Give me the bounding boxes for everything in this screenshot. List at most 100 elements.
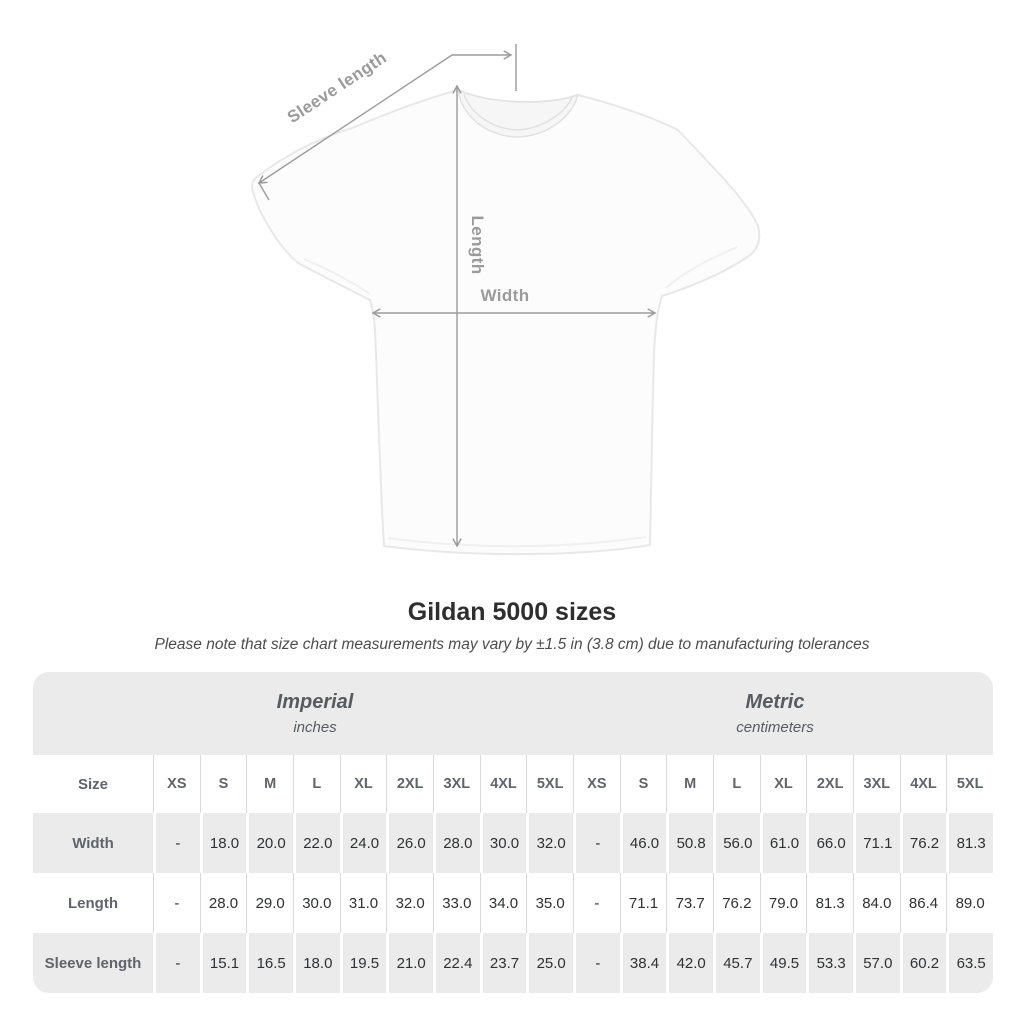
width-row: Width -18.0 20.0 22.0 24.0 26.0 28.0 30.0 32.0-4… [33, 813, 993, 873]
size-cell-imperial-5xl: 5XL [526, 755, 573, 813]
width-metric-xs: - [573, 813, 620, 873]
width-metric-2xl: 66.0 [806, 813, 853, 873]
width-imperial-xl: 24.0 [339, 813, 387, 873]
tshirt-right-sleeve-stitch [665, 246, 738, 289]
width-imperial-2xl: 26.0 [386, 813, 433, 873]
length-label: Length [468, 215, 487, 274]
metric-section-header: Metric centimeters [565, 672, 985, 755]
size-cell-imperial-xs: XS [153, 755, 200, 813]
sleeve-length-metric-3xl: 57.0 [853, 933, 900, 993]
sleeve-length-imperial-l: 18.0 [293, 933, 340, 993]
size-cell-imperial-m: M [246, 755, 293, 813]
sleeve-length-imperial-s: 15.1 [199, 933, 247, 993]
sleeve-length-metric-l: 45.7 [713, 933, 760, 993]
tshirt-outline [251, 89, 761, 556]
width-metric-3xl: 71.1 [853, 813, 900, 873]
width-row-label: Width [72, 834, 114, 852]
tshirt-left-sleeve-stitch [303, 258, 371, 295]
length-metric-l: 76.2 [713, 873, 760, 933]
length-imperial-5xl: 35.0 [526, 873, 573, 933]
imperial-section-header: Imperial inches [45, 672, 585, 755]
sleeve-length-label: Sleeve length [284, 48, 390, 127]
sleeve-length-imperial-xs: - [153, 933, 200, 993]
size-cell-imperial-4xl: 4XL [479, 755, 527, 813]
width-metric-xl: 61.0 [759, 813, 807, 873]
tolerance-note: Please note that size chart measurements… [154, 636, 870, 653]
length-metric-xl: 79.0 [759, 873, 807, 933]
tshirt-hem-stitch [387, 536, 647, 548]
width-label: Width [480, 286, 529, 305]
width-metric-s: 46.0 [619, 813, 667, 873]
width-metric-4xl: 76.2 [899, 813, 947, 873]
sleeve-length-extension-line [258, 182, 270, 201]
length-row: Length -28.0 29.0 30.0 31.0 32.0 33.0 34.0 35.0-… [33, 873, 993, 933]
sleeve-length-metric-xs: - [573, 933, 620, 993]
metric-unit-label: centimeters [736, 719, 814, 736]
sleeve-length-metric-5xl: 63.5 [946, 933, 993, 993]
length-imperial-l: 30.0 [293, 873, 340, 933]
length-metric-5xl: 89.0 [946, 873, 993, 933]
length-imperial-2xl: 32.0 [386, 873, 433, 933]
imperial-label: Imperial [276, 691, 354, 713]
size-cell-imperial-l: L [293, 755, 340, 813]
metric-label: Metric [745, 691, 805, 713]
length-imperial-3xl: 33.0 [433, 873, 480, 933]
length-row-label: Length [68, 894, 118, 912]
width-metric-l: 56.0 [713, 813, 760, 873]
imperial-unit-label: inches [293, 719, 337, 736]
width-imperial-s: 18.0 [199, 813, 247, 873]
sleeve-length-metric-xl: 49.5 [759, 933, 807, 993]
width-imperial-5xl: 32.0 [526, 813, 573, 873]
sleeve-length-imperial-5xl: 25.0 [526, 933, 573, 993]
length-metric-2xl: 81.3 [806, 873, 853, 933]
size-cell-metric-2xl: 2XL [806, 755, 853, 813]
width-imperial-l: 22.0 [293, 813, 340, 873]
size-cell-metric-xl: XL [759, 755, 807, 813]
width-metric-m: 50.8 [666, 813, 713, 873]
size-cell-imperial-xl: XL [339, 755, 387, 813]
length-metric-4xl: 86.4 [899, 873, 947, 933]
width-imperial-4xl: 30.0 [479, 813, 527, 873]
sleeve-length-imperial-xl: 19.5 [339, 933, 387, 993]
sleeve-length-metric-m: 42.0 [666, 933, 713, 993]
size-header-row: Size XS S M L XL 2XL 3XL 4XL 5XL XS S M L XL 2XL 3XL 4XL 5… [33, 755, 993, 813]
sleeve-length-row-label: Sleeve length [44, 954, 142, 972]
sleeve-length-metric-s: 38.4 [619, 933, 667, 993]
size-cell-metric-l: L [713, 755, 760, 813]
length-imperial-xs: - [153, 873, 200, 933]
table-body: Size XS S M L XL 2XL 3XL 4XL 5XL XS S M L XL 2XL 3XL 4XL 5… [33, 755, 993, 993]
size-cell-imperial-3xl: 3XL [433, 755, 480, 813]
size-cell-metric-s: S [619, 755, 667, 813]
size-cell-imperial-2xl: 2XL [386, 755, 433, 813]
length-metric-m: 73.7 [666, 873, 713, 933]
sleeve-length-metric-4xl: 60.2 [899, 933, 947, 993]
sleeve-length-imperial-2xl: 21.0 [386, 933, 433, 993]
sleeve-length-imperial-4xl: 23.7 [479, 933, 527, 993]
size-cell-metric-m: M [666, 755, 713, 813]
sleeve-length-metric-2xl: 53.3 [806, 933, 853, 993]
length-imperial-4xl: 34.0 [479, 873, 527, 933]
length-imperial-m: 29.0 [246, 873, 293, 933]
width-imperial-m: 20.0 [246, 813, 293, 873]
length-metric-s: 71.1 [619, 873, 667, 933]
units-header-row: Imperial inches Metric centimeters [33, 672, 993, 755]
size-cell-metric-5xl: 5XL [946, 755, 993, 813]
sleeve-length-row: Sleeve length -15.1 16.5 18.0 19.5 21.0 22.4 23… [33, 933, 993, 993]
size-chart-table: Imperial inches Metric centimeters Size X… [33, 672, 993, 993]
length-imperial-s: 28.0 [199, 873, 247, 933]
size-cell-imperial-s: S [199, 755, 247, 813]
width-imperial-3xl: 28.0 [433, 813, 480, 873]
sleeve-length-arrow [257, 50, 513, 184]
width-imperial-xs: - [153, 813, 200, 873]
size-cell-metric-3xl: 3XL [853, 755, 900, 813]
width-metric-5xl: 81.3 [946, 813, 993, 873]
length-metric-xs: - [573, 873, 620, 933]
size-cell-metric-xs: XS [573, 755, 620, 813]
tshirt-diagram: Sleeve length Length Width [251, 44, 761, 556]
sleeve-length-imperial-m: 16.5 [246, 933, 293, 993]
size-cell-metric-4xl: 4XL [899, 755, 947, 813]
length-imperial-xl: 31.0 [339, 873, 387, 933]
size-row-label: Size [77, 775, 108, 793]
sleeve-length-imperial-3xl: 22.4 [433, 933, 480, 993]
